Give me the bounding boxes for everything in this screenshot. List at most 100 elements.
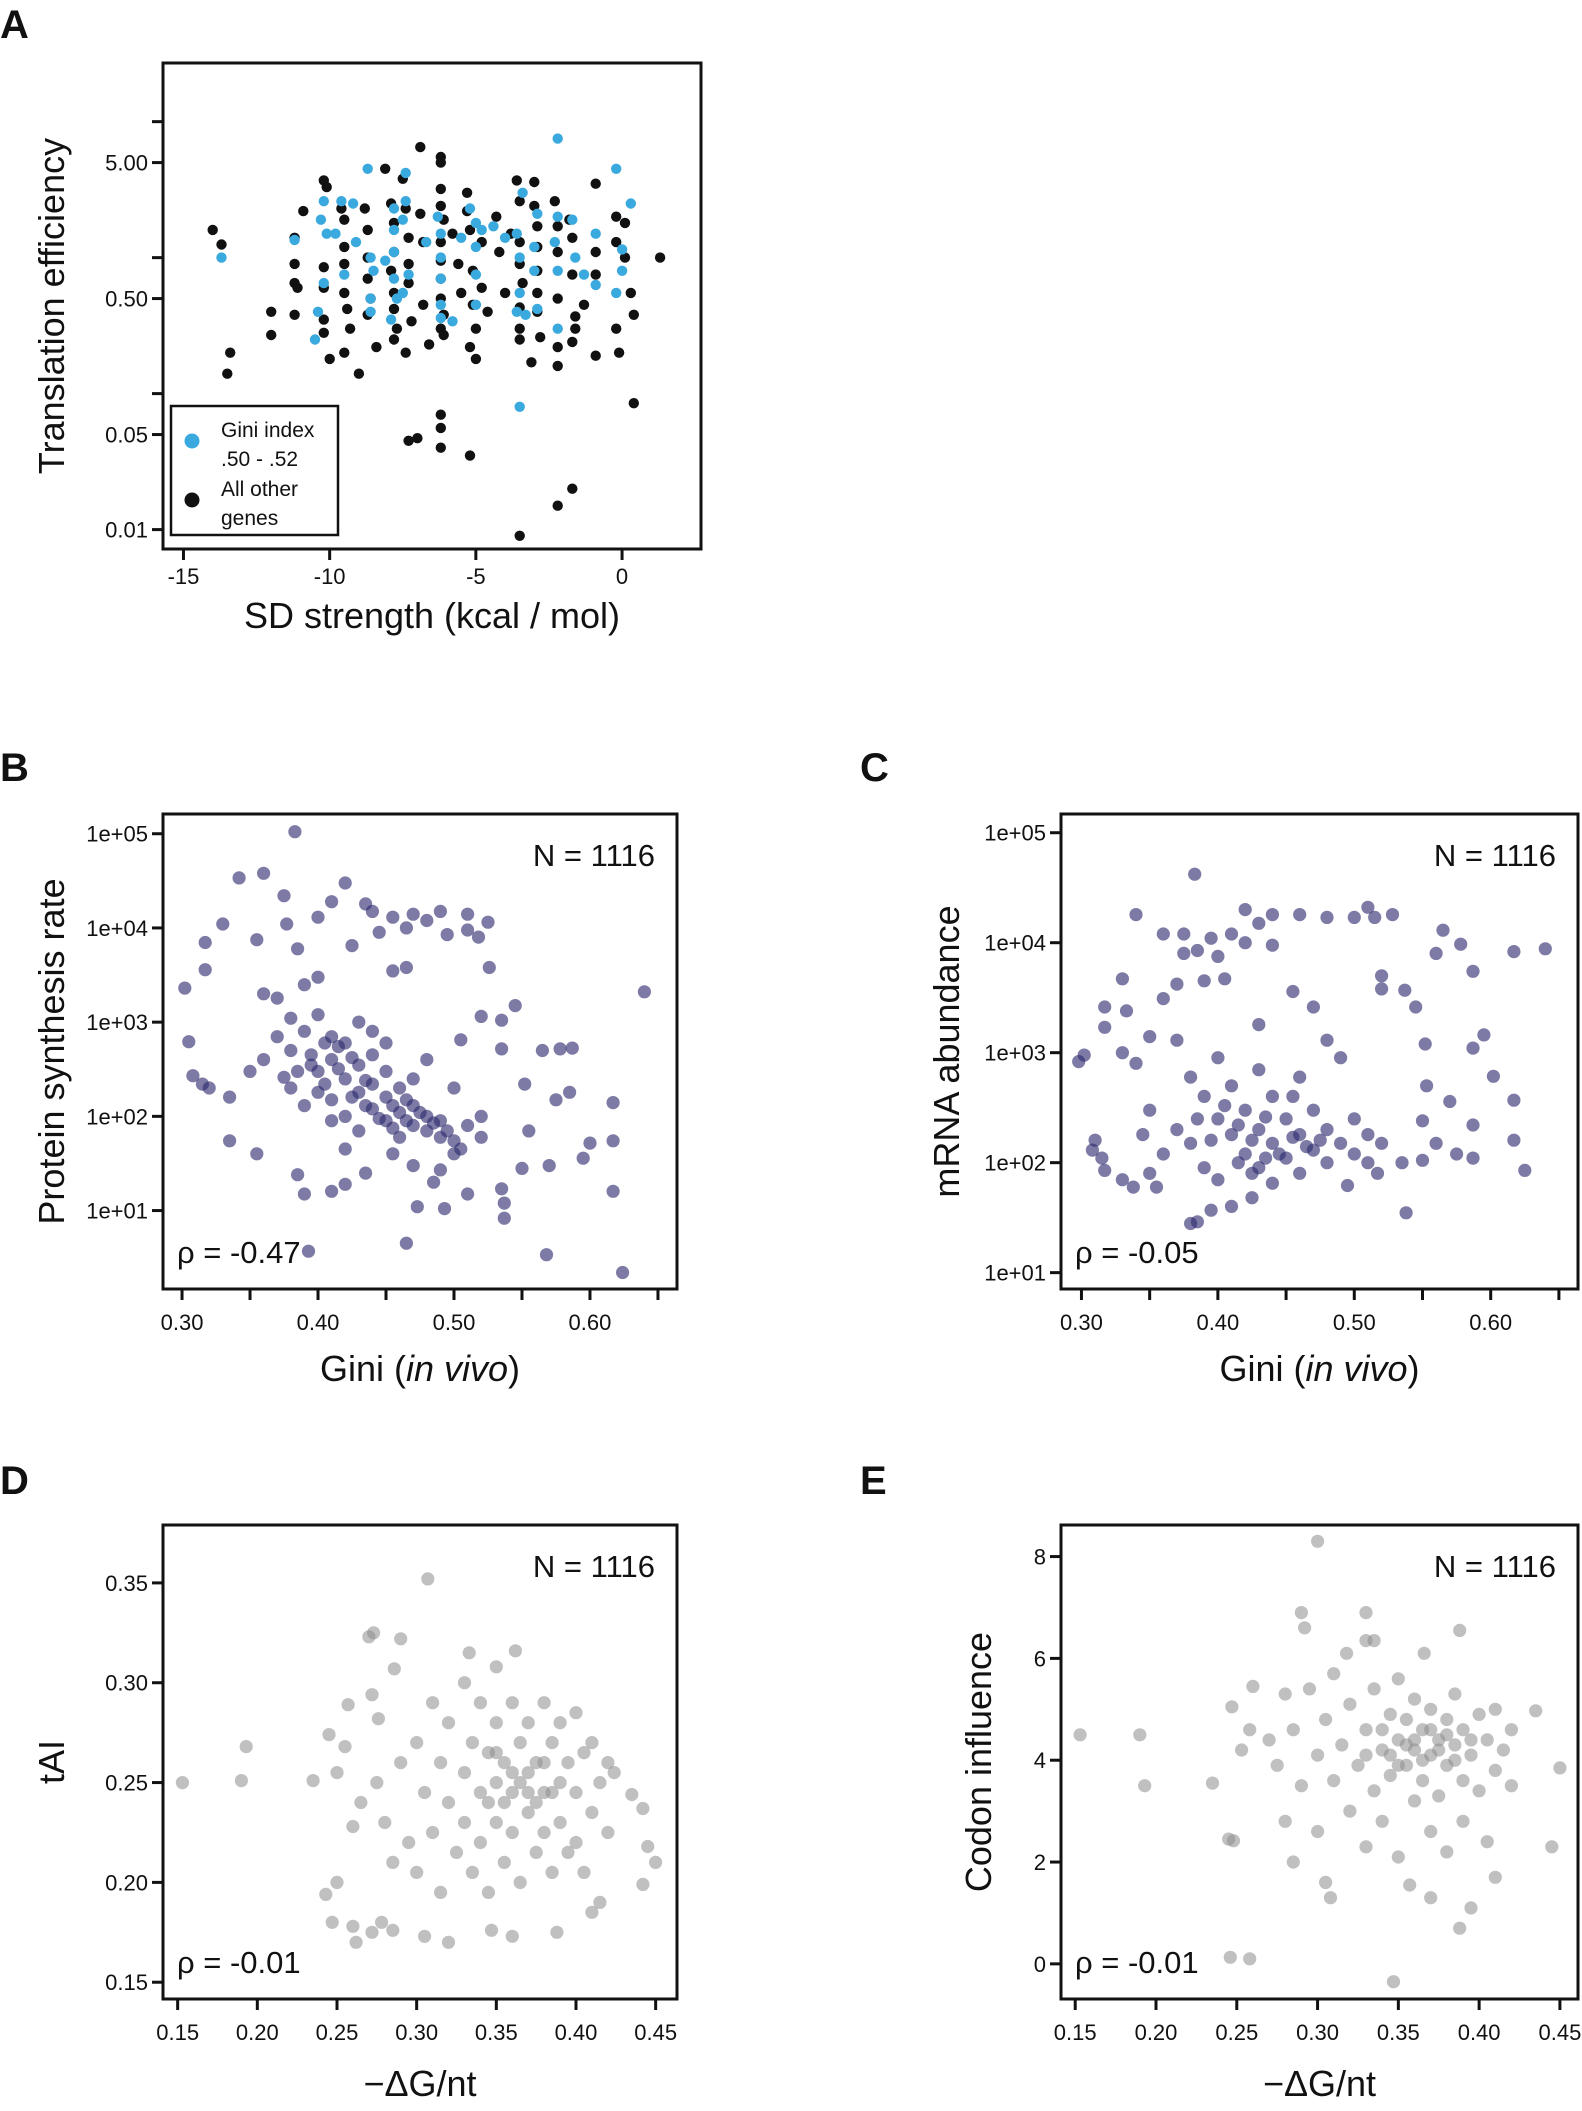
data-point bbox=[1359, 1606, 1373, 1620]
data-point bbox=[456, 287, 467, 299]
data-point bbox=[1270, 1758, 1284, 1772]
data-point bbox=[342, 303, 353, 315]
data-point bbox=[388, 246, 400, 258]
data-point bbox=[552, 293, 563, 304]
data-point bbox=[1319, 1875, 1333, 1889]
data-point bbox=[441, 1795, 456, 1810]
data-point bbox=[250, 933, 264, 947]
data-point bbox=[537, 1756, 551, 1770]
x-tick-label: 0.25 bbox=[1215, 2020, 1258, 2045]
data-point bbox=[1197, 1089, 1211, 1103]
panel-letter: C bbox=[860, 746, 889, 790]
data-point bbox=[521, 1766, 535, 1780]
data-point bbox=[1211, 1173, 1225, 1187]
data-point bbox=[394, 1632, 408, 1646]
data-point bbox=[1218, 972, 1232, 986]
y-tick-label: 6 bbox=[1034, 1646, 1046, 1671]
data-point bbox=[1133, 1728, 1147, 1742]
y-tick-label: 1e+04 bbox=[86, 916, 148, 941]
x-tick-label: 0.15 bbox=[156, 2020, 199, 2045]
x-tick-label: 0.35 bbox=[475, 2020, 518, 2045]
data-point bbox=[1190, 1112, 1204, 1126]
data-point bbox=[1238, 1103, 1252, 1117]
data-point bbox=[1088, 1133, 1102, 1147]
data-point bbox=[625, 198, 636, 209]
data-point bbox=[513, 1736, 527, 1750]
data-point bbox=[481, 1795, 495, 1810]
data-point bbox=[473, 1785, 487, 1800]
data-point bbox=[1129, 1056, 1143, 1070]
data-point bbox=[1115, 1046, 1129, 1060]
data-point bbox=[561, 1845, 575, 1859]
x-tick-label: 0.30 bbox=[1060, 1310, 1103, 1335]
y-tick-label: 0 bbox=[1034, 1952, 1046, 1977]
data-point bbox=[207, 224, 218, 236]
data-point bbox=[1177, 946, 1191, 961]
data-point bbox=[1415, 1153, 1430, 1167]
data-point bbox=[175, 1776, 189, 1790]
x-axis-title-part: in vivo bbox=[1305, 1348, 1407, 1389]
panel-letter: B bbox=[0, 746, 29, 790]
data-point bbox=[1367, 1682, 1381, 1696]
data-point bbox=[476, 224, 487, 236]
x-axis-title: Gini (in vivo) bbox=[1219, 1348, 1419, 1389]
data-point bbox=[388, 224, 400, 236]
data-point bbox=[223, 1134, 237, 1148]
data-point bbox=[298, 205, 309, 217]
data-point bbox=[1466, 1151, 1480, 1165]
data-point bbox=[359, 203, 370, 214]
data-point bbox=[198, 963, 212, 977]
data-point bbox=[380, 163, 391, 174]
data-point bbox=[1272, 1147, 1286, 1161]
data-point bbox=[365, 904, 379, 919]
data-point bbox=[474, 1009, 488, 1024]
data-point bbox=[1265, 1176, 1279, 1190]
data-point bbox=[433, 904, 447, 919]
data-point bbox=[606, 1096, 620, 1110]
data-point bbox=[532, 287, 543, 299]
data-point bbox=[1197, 1161, 1211, 1175]
data-point bbox=[393, 1081, 407, 1095]
data-point bbox=[1205, 1776, 1220, 1790]
data-point bbox=[386, 1099, 400, 1113]
data-point bbox=[1245, 1191, 1259, 1205]
data-point bbox=[339, 287, 350, 299]
data-point bbox=[1538, 942, 1552, 956]
data-point bbox=[1190, 943, 1204, 958]
data-point bbox=[1138, 1779, 1152, 1793]
data-point bbox=[435, 236, 446, 248]
data-point bbox=[304, 1058, 318, 1072]
data-point bbox=[438, 329, 449, 341]
data-point bbox=[426, 1825, 440, 1840]
data-point bbox=[372, 925, 386, 939]
data-point bbox=[514, 323, 525, 334]
data-point bbox=[435, 312, 446, 324]
data-point bbox=[465, 1865, 479, 1879]
data-point bbox=[432, 211, 443, 222]
data-point bbox=[292, 282, 303, 293]
data-point bbox=[1265, 908, 1279, 922]
data-point bbox=[284, 1081, 298, 1095]
data-point bbox=[257, 866, 271, 880]
data-point bbox=[1456, 1723, 1470, 1737]
data-point bbox=[386, 1147, 400, 1161]
data-point bbox=[1293, 1070, 1307, 1084]
data-point bbox=[474, 1109, 488, 1123]
sample-size-label: N = 1116 bbox=[533, 838, 655, 873]
data-point bbox=[325, 1053, 339, 1067]
data-point bbox=[1518, 1163, 1532, 1177]
data-point bbox=[1286, 1723, 1300, 1737]
data-point bbox=[1286, 1089, 1300, 1103]
data-point bbox=[552, 265, 563, 276]
data-point bbox=[1334, 1136, 1348, 1150]
data-point bbox=[325, 1093, 339, 1107]
data-point bbox=[339, 241, 350, 253]
data-point bbox=[611, 287, 622, 299]
data-point bbox=[418, 1785, 432, 1800]
data-point bbox=[1286, 1855, 1300, 1869]
data-point bbox=[1399, 1712, 1413, 1727]
data-point bbox=[1224, 927, 1239, 941]
y-tick-label: 0.01 bbox=[105, 518, 148, 543]
data-point bbox=[1480, 1733, 1494, 1747]
data-point bbox=[393, 1130, 407, 1144]
